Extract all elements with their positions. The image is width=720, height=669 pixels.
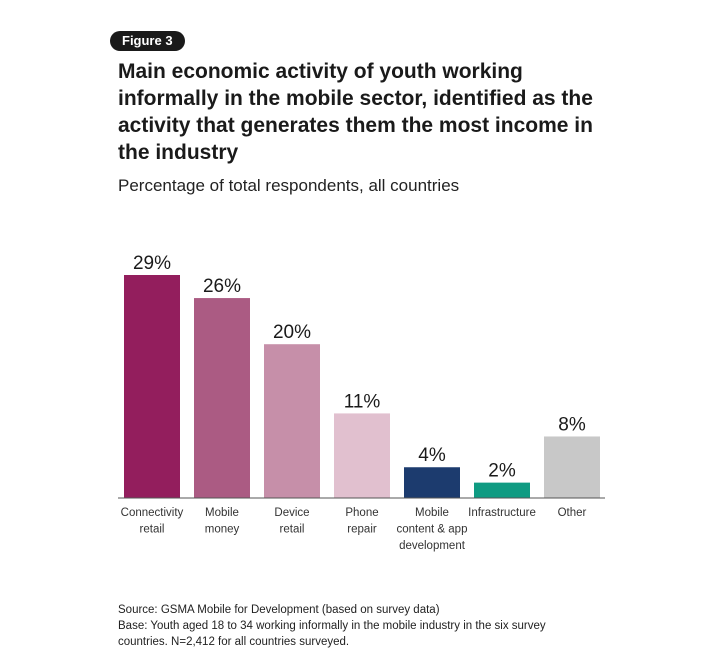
category-label: Device retail	[274, 507, 309, 536]
category-label: Connectivity retail	[121, 507, 184, 536]
category-label: Mobile content & app development	[397, 507, 468, 552]
chart-title: Main economic activity of youth working …	[118, 60, 593, 164]
bar	[124, 275, 180, 498]
category-label: Other	[558, 507, 587, 519]
bar-value-label: 2%	[488, 461, 516, 482]
figure-label-badge: Figure 3	[110, 31, 185, 51]
bar	[544, 436, 600, 498]
chart-subtitle: Percentage of total respondents, all cou…	[118, 176, 460, 195]
chart-footer: Source: GSMA Mobile for Development (bas…	[118, 602, 598, 650]
bar	[194, 298, 250, 498]
category-label: Mobile money	[205, 507, 240, 536]
bar	[334, 413, 390, 498]
bar	[474, 482, 530, 498]
bar-value-label: 29%	[133, 253, 171, 274]
bar-value-label: 8%	[558, 414, 586, 435]
bar-value-label: 20%	[273, 322, 311, 343]
bar	[404, 467, 460, 498]
bar	[264, 344, 320, 498]
bar-value-label: 26%	[203, 276, 241, 297]
base-note: Base: Youth aged 18 to 34 working inform…	[118, 620, 546, 648]
category-label: Phone repair	[345, 507, 378, 536]
category-label: Infrastructure	[468, 507, 536, 519]
bar-value-label: 4%	[418, 445, 446, 466]
source-note: Source: GSMA Mobile for Development (bas…	[118, 604, 440, 616]
bar-value-label: 11%	[344, 391, 381, 412]
